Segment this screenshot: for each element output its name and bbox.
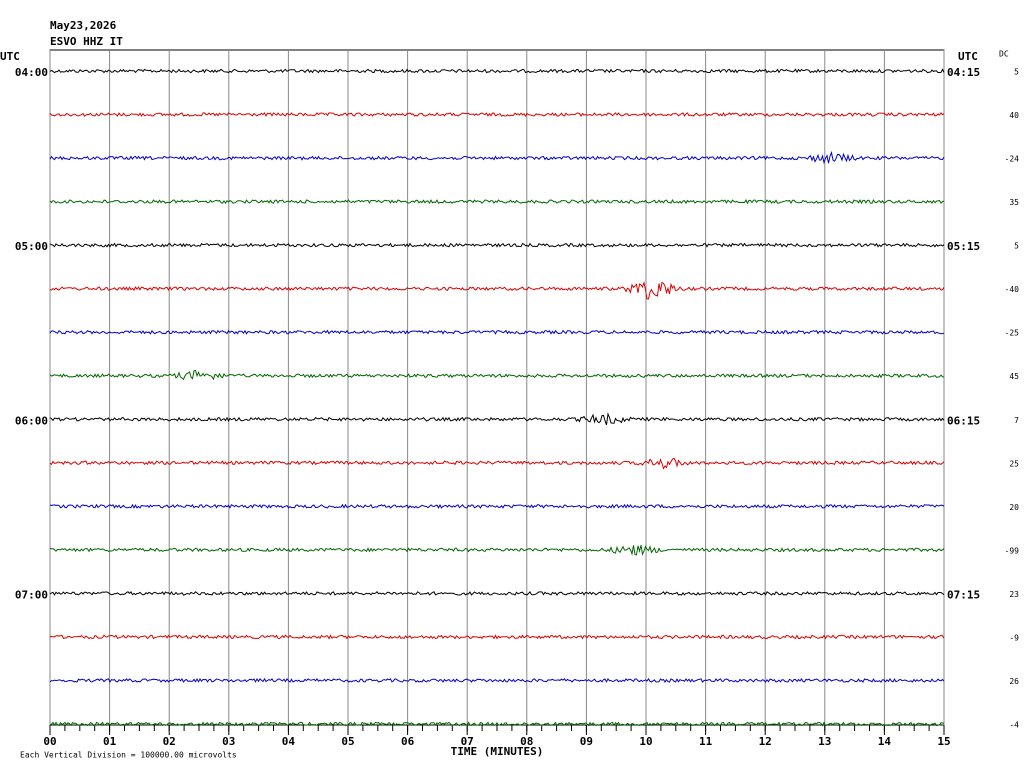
left-time-label: 07:00 xyxy=(15,588,48,601)
dc-offset: 26 xyxy=(1009,677,1019,686)
dc-offset: -25 xyxy=(1005,329,1020,338)
dc-offset: 25 xyxy=(1009,459,1019,468)
x-tick-label: 09 xyxy=(580,735,593,748)
dc-offset: 45 xyxy=(1009,372,1019,381)
dc-offset: 23 xyxy=(1009,590,1019,599)
trace xyxy=(49,369,945,381)
x-tick-label: 15 xyxy=(937,735,950,748)
station-label: ESVO HHZ IT xyxy=(50,35,123,48)
right-time-label: 05:15 xyxy=(947,240,980,253)
x-tick-label: 11 xyxy=(699,735,713,748)
trace xyxy=(49,198,945,205)
dc-offset: 20 xyxy=(1009,503,1019,512)
trace xyxy=(49,329,945,335)
x-tick-label: 00 xyxy=(43,735,56,748)
trace xyxy=(49,280,945,300)
right-time-label: 04:15 xyxy=(947,66,980,79)
dc-offset: -40 xyxy=(1005,285,1020,294)
x-tick-label: 07 xyxy=(461,735,474,748)
left-time-label: 04:00 xyxy=(15,66,48,79)
x-tick-label: 10 xyxy=(639,735,652,748)
right-time-label: 06:15 xyxy=(947,414,980,427)
x-tick-label: 05 xyxy=(341,735,354,748)
left-time-label: 06:00 xyxy=(15,414,48,427)
right-axis-label: UTC xyxy=(958,50,978,63)
trace xyxy=(49,111,945,117)
dc-offset: 7 xyxy=(1014,416,1019,425)
dc-offset: 5 xyxy=(1014,68,1019,77)
x-tick-label: 04 xyxy=(282,735,296,748)
trace xyxy=(49,590,945,596)
dc-offset: -9 xyxy=(1009,633,1019,642)
dc-offset: 40 xyxy=(1009,111,1019,120)
x-tick-label: 02 xyxy=(163,735,176,748)
x-tick-label: 01 xyxy=(103,735,117,748)
x-tick-label: 14 xyxy=(878,735,892,748)
x-tick-label: 13 xyxy=(818,735,831,748)
trace xyxy=(49,721,945,727)
dc-offset: -99 xyxy=(1005,546,1020,555)
x-tick-label: 12 xyxy=(759,735,772,748)
x-axis-label: TIME (MINUTES) xyxy=(451,745,544,758)
dc-label: DC xyxy=(999,50,1009,59)
plot-frame xyxy=(49,49,945,726)
x-tick-label: 08 xyxy=(520,735,533,748)
trace xyxy=(49,634,945,640)
dc-offset: 35 xyxy=(1009,198,1019,207)
right-time-label: 07:15 xyxy=(947,588,980,601)
left-axis-label: UTC xyxy=(0,50,20,63)
trace xyxy=(49,68,945,74)
trace xyxy=(49,412,945,426)
trace xyxy=(49,677,945,684)
dc-offset: -4 xyxy=(1009,721,1019,730)
trace xyxy=(49,545,945,556)
trace xyxy=(49,503,945,509)
x-tick-label: 06 xyxy=(401,735,415,748)
chart-title: May23,2026 xyxy=(50,19,117,32)
footnote: Each Vertical Division = 100000.00 micro… xyxy=(20,751,237,760)
dc-offset: 5 xyxy=(1014,242,1019,251)
left-time-label: 05:00 xyxy=(15,240,48,253)
trace xyxy=(49,150,945,165)
x-tick-label: 03 xyxy=(222,735,235,748)
trace xyxy=(49,242,945,248)
dc-offset: -24 xyxy=(1005,155,1020,164)
trace xyxy=(49,457,945,470)
